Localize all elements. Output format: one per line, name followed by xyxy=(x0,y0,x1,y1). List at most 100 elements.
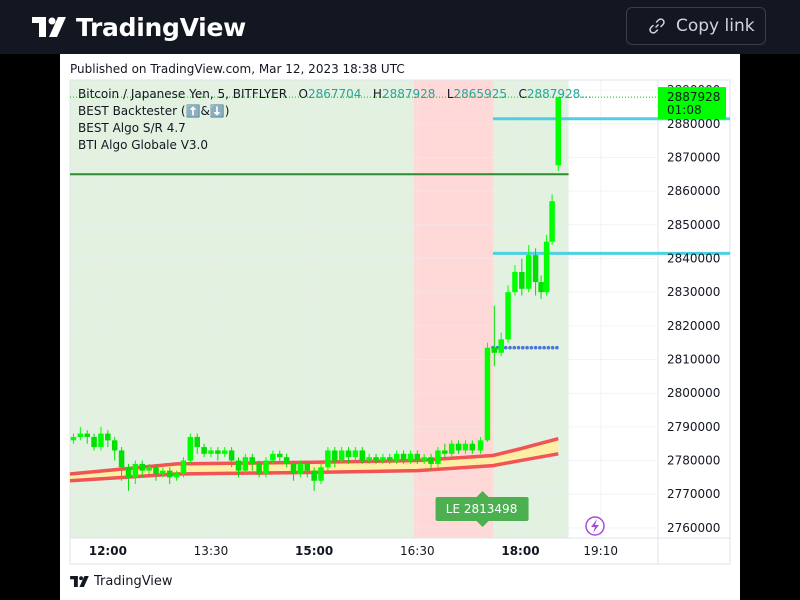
level-dot xyxy=(503,345,508,350)
candle-body xyxy=(555,97,562,166)
copy-link-button[interactable]: Copy link xyxy=(626,7,766,45)
y-tick-label: 2870000 xyxy=(667,150,720,164)
candle-body xyxy=(491,347,498,353)
legend-o-label: O xyxy=(298,87,308,101)
candle-body xyxy=(469,443,476,451)
candle-body xyxy=(98,433,104,448)
footer-brand[interactable]: TradingView xyxy=(70,574,173,589)
x-tick-label: 13:30 xyxy=(194,544,229,558)
candle-body xyxy=(442,450,448,454)
y-tick-label: 2780000 xyxy=(667,454,720,468)
level-dot xyxy=(508,345,512,350)
x-tick-label: 19:10 xyxy=(583,544,618,558)
candle-body xyxy=(125,467,132,478)
y-tick-label: 2830000 xyxy=(667,285,720,299)
candle-body xyxy=(153,467,159,475)
candle-body xyxy=(373,457,379,461)
level-dot xyxy=(546,345,551,350)
candle-body xyxy=(132,463,139,478)
y-tick-label: 2840000 xyxy=(667,251,720,265)
level-dot xyxy=(550,345,555,350)
candlestick-chart[interactable]: LE 2813498JPY276000027700002780000279000… xyxy=(60,54,740,600)
price-badge-value: 2887928 xyxy=(667,90,720,104)
candle-body xyxy=(512,271,518,293)
candle-body xyxy=(311,470,317,481)
legend-l-value: 2865925 xyxy=(453,87,507,101)
candle-body xyxy=(208,450,214,454)
candle-body xyxy=(242,457,249,471)
legend-c-label: C xyxy=(518,87,527,101)
legend-h-value: 2887928 xyxy=(381,87,436,101)
candle-body xyxy=(318,467,324,481)
entry-badge-pointer-bottom xyxy=(476,521,489,527)
chart-frame xyxy=(69,79,731,565)
candle-body xyxy=(263,460,269,475)
candle-body xyxy=(421,457,427,461)
candle-body xyxy=(270,453,276,461)
published-caption: Published on TradingView.com, Mar 12, 20… xyxy=(70,62,405,76)
legend-symbol-row: Bitcoin / Japanese Yen, 5, BITFLYER O286… xyxy=(78,86,592,103)
legend-indicator-1[interactable]: BEST Backtester (⬆️&⬇️) xyxy=(78,104,230,118)
y-tick-label: 2860000 xyxy=(667,184,720,198)
candle-body xyxy=(111,440,118,451)
candle-body xyxy=(283,457,290,464)
y-tick-label: 2880000 xyxy=(667,117,720,131)
candle-body xyxy=(532,255,539,283)
brand-name: TradingView xyxy=(76,12,246,42)
candle-body xyxy=(84,433,90,437)
level-dot xyxy=(525,345,529,350)
candle-body xyxy=(407,453,414,461)
x-tick-label: 18:00 xyxy=(501,544,539,558)
level-dot xyxy=(516,345,521,350)
candle-body xyxy=(380,457,386,461)
level-dot xyxy=(542,345,546,350)
candle-body xyxy=(519,271,525,289)
tradingview-logo-icon xyxy=(32,17,66,37)
candle-body xyxy=(448,443,455,454)
candle-body xyxy=(256,463,262,475)
level-dot xyxy=(555,345,559,350)
candle-body xyxy=(359,450,366,461)
chart-legend: Bitcoin / Japanese Yen, 5, BITFLYER O286… xyxy=(78,86,592,154)
candle-body xyxy=(435,450,441,464)
legend-h-label: H xyxy=(372,87,382,101)
candle-body xyxy=(400,453,407,461)
price-badge-countdown: 01:08 xyxy=(667,103,702,117)
candle-body xyxy=(352,450,359,458)
candle-body xyxy=(498,339,504,353)
candle-body xyxy=(228,450,235,461)
candle-body xyxy=(235,460,242,471)
candle-body xyxy=(505,292,511,340)
level-dot xyxy=(533,345,538,350)
x-tick-label: 15:00 xyxy=(295,544,333,558)
footer-brand-name: TradingView xyxy=(94,574,173,589)
y-tick-label: 2760000 xyxy=(667,521,720,535)
candle-body xyxy=(70,436,77,441)
copy-link-label: Copy link xyxy=(676,16,755,36)
candle-body xyxy=(77,433,84,437)
candle-body xyxy=(187,436,194,461)
candle-body xyxy=(304,463,311,471)
candle-body xyxy=(543,241,550,293)
candle-body xyxy=(180,460,187,475)
candle-body xyxy=(462,443,469,451)
candle-body xyxy=(290,463,297,475)
legend-indicator-3[interactable]: BTI Algo Globale V3.0 xyxy=(78,138,209,152)
candle-body xyxy=(105,433,111,441)
candle-body xyxy=(160,470,166,475)
brand[interactable]: TradingView xyxy=(32,10,246,44)
candle-body xyxy=(338,450,345,461)
candle-body xyxy=(194,436,200,448)
candle-body xyxy=(366,457,372,461)
level-dot xyxy=(538,345,542,350)
legend-indicator-2[interactable]: BEST Algo S/R 4.7 xyxy=(78,121,186,135)
candle-body xyxy=(525,255,532,289)
candle-body xyxy=(146,467,152,471)
candle-body xyxy=(332,450,338,461)
candle-body xyxy=(221,450,228,454)
ema-ribbon-fill xyxy=(70,438,559,481)
level-dot xyxy=(512,345,517,350)
legend-l-label: L xyxy=(446,87,454,101)
y-tick-label: 2810000 xyxy=(667,353,720,367)
candle-body xyxy=(91,436,97,448)
